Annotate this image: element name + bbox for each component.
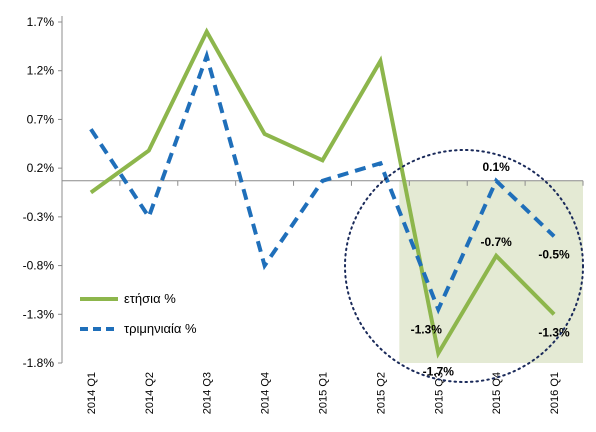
y-tick-label: 0.2%: [27, 161, 55, 175]
x-axis-ticks: 2014 Q1 2014 Q2 2014 Q3 2014 Q4 2015 Q1 2015 …: [61, 180, 584, 414]
series-lines: [89, 27, 556, 359]
data-label: -1.3%: [411, 322, 443, 336]
x-tick-label: 2014 Q2: [144, 372, 156, 414]
highlight-ellipse: [344, 149, 584, 383]
data-labels: 0.1% -0.7% -0.5% -1.3% -1.7% -1.3%: [411, 160, 570, 378]
x-tick-label: 2015 Q1: [318, 372, 330, 414]
y-tick-label: 0.7%: [27, 112, 55, 126]
y-tick-label: 1.2%: [27, 64, 55, 78]
data-label: -0.7%: [480, 235, 512, 249]
x-tick-label: 2014 Q3: [202, 372, 214, 414]
x-tick-label: 2014 Q4: [260, 372, 272, 414]
x-tick-label: 2016 Q1: [549, 372, 561, 414]
x-tick-label: 2015 Q4: [491, 372, 503, 414]
y-tick-label: 1.7%: [27, 15, 55, 29]
legend-label-quarterly: τριμηνιαία %: [124, 321, 197, 336]
data-label: -1.7%: [423, 364, 455, 378]
highlight-region: [399, 180, 583, 363]
y-tick-label: -0.3%: [23, 210, 55, 224]
x-tick-label: 2014 Q1: [86, 372, 98, 414]
legend-label-annual: ετήσια %: [124, 291, 176, 306]
data-label: -0.5%: [538, 247, 570, 261]
series-line-quarterly: [89, 49, 556, 315]
x-tick-label: 2015 Q3: [433, 372, 445, 414]
y-tick-label: -1.8%: [23, 356, 55, 370]
y-tick-label: -0.8%: [23, 259, 55, 273]
series-line-annual: [89, 27, 556, 359]
data-label: 0.1%: [482, 160, 510, 174]
x-tick-label: 2015 Q2: [375, 372, 387, 414]
y-axis-ticks: -1.8% -1.3% -0.8% -0.3% 0.2% 0.7% 1.2% 1.7%: [23, 15, 62, 370]
y-tick-label: -1.3%: [23, 307, 55, 321]
data-label: -1.3%: [538, 325, 570, 339]
legend: ετήσια % τριμηνιαία %: [80, 291, 197, 336]
